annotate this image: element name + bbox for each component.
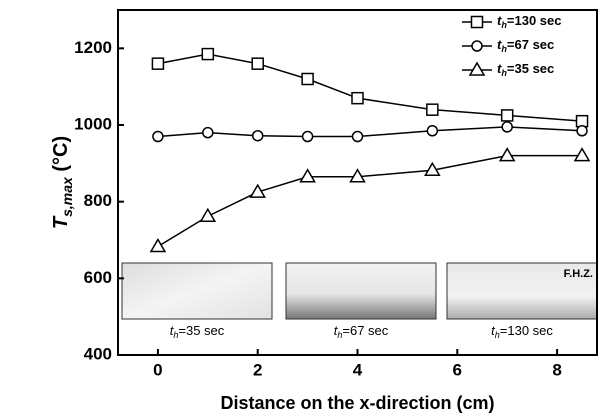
- marker: [424, 161, 441, 176]
- series-line: [157, 126, 583, 138]
- inset-caption: th=130 sec: [491, 323, 553, 340]
- marker: [299, 168, 316, 183]
- marker: [301, 130, 314, 143]
- legend-marker: [468, 61, 486, 76]
- x-tick-label: 0: [153, 360, 162, 379]
- marker: [151, 57, 165, 70]
- legend-marker: [471, 40, 483, 52]
- marker: [501, 121, 513, 133]
- inset-image: [121, 262, 273, 320]
- y-tick-label: 800: [84, 191, 112, 210]
- legend-label: th=130 sec: [497, 13, 562, 30]
- series-line: [157, 53, 583, 122]
- marker: [201, 47, 215, 61]
- marker: [500, 109, 514, 122]
- inset-image: [446, 262, 598, 320]
- y-axis-label: Ts,max (°C): [50, 136, 74, 229]
- marker: [301, 72, 314, 86]
- series-line: [157, 154, 583, 248]
- legend-label: th=67 sec: [497, 37, 554, 54]
- marker: [152, 130, 164, 143]
- marker: [249, 183, 267, 198]
- marker: [149, 238, 167, 253]
- inset-label: F.H.Z.: [564, 268, 593, 280]
- y-tick-label: 1200: [74, 38, 112, 57]
- x-tick-label: 2: [253, 360, 262, 379]
- y-tick-label: 400: [84, 344, 112, 363]
- marker: [349, 168, 366, 183]
- marker: [202, 126, 214, 139]
- marker: [251, 129, 264, 142]
- y-tick-label: 600: [84, 268, 112, 287]
- inset-caption: th=67 sec: [334, 323, 389, 340]
- y-tick-label: 1000: [74, 114, 112, 133]
- x-axis-label: Distance on the x-direction (cm): [220, 393, 494, 413]
- marker: [426, 125, 439, 137]
- marker: [573, 147, 591, 162]
- x-tick-label: 8: [552, 360, 561, 379]
- marker: [351, 130, 364, 143]
- marker: [498, 147, 516, 162]
- x-tick-label: 6: [453, 360, 462, 379]
- x-tick-label: 4: [353, 360, 363, 379]
- marker: [199, 207, 217, 222]
- marker: [576, 125, 588, 137]
- inset-caption: th=35 sec: [170, 323, 225, 340]
- inset-image: [285, 262, 437, 320]
- marker: [251, 57, 264, 70]
- legend-marker: [470, 15, 484, 29]
- marker: [351, 91, 364, 105]
- marker: [426, 103, 439, 116]
- legend-label: th=35 sec: [497, 61, 554, 78]
